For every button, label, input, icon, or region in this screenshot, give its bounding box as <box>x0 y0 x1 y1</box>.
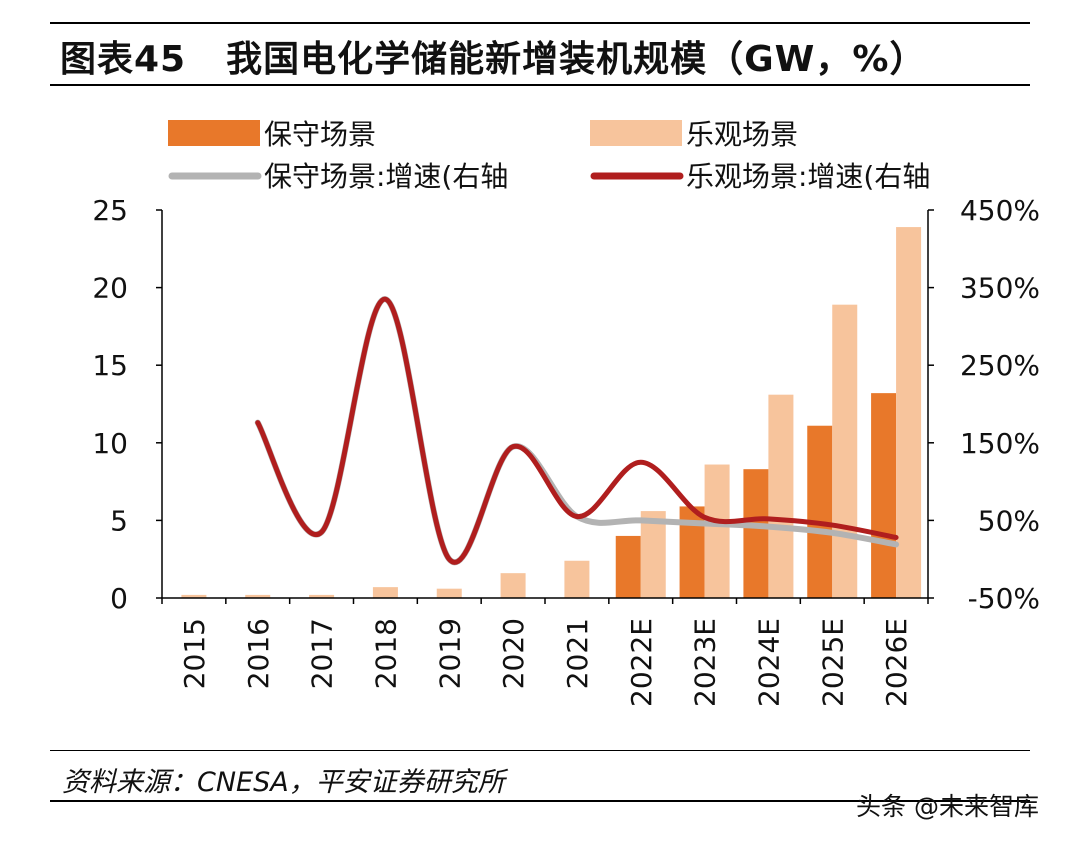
figure-title: 图表45 我国电化学储能新增装机规模（GW，%） <box>60 30 926 82</box>
bar-series <box>181 227 922 598</box>
x-tick-label: 2021 <box>561 618 594 689</box>
bar-optimistic-2017 <box>309 594 335 598</box>
title-rule <box>50 84 1030 86</box>
line-optimistic-growth <box>255 296 899 565</box>
bar-optimistic-2019 <box>436 588 462 598</box>
left-tick-label: 25 <box>92 194 128 227</box>
legend-label-1: 乐观场景 <box>686 118 798 151</box>
bar-optimistic-2018 <box>372 587 398 598</box>
source-rule <box>50 750 1030 751</box>
bar-optimistic-2015 <box>181 594 207 598</box>
x-tick-label: 2023E <box>689 618 722 707</box>
legend-swatch-0 <box>168 120 260 146</box>
bar-conservative-2026E <box>871 393 897 598</box>
x-tick-label: 2025E <box>816 618 849 707</box>
right-tick-label: 150% <box>960 427 1040 460</box>
bar-optimistic-2016 <box>245 594 271 598</box>
bar-optimistic-2022E <box>640 511 666 598</box>
x-tick-label: 2024E <box>752 618 785 707</box>
right-tick-label: 350% <box>960 272 1040 305</box>
x-tick-label: 2017 <box>306 618 339 689</box>
bar-optimistic-2026E <box>896 227 922 598</box>
bar-optimistic-2021 <box>564 560 590 598</box>
right-tick-label: 250% <box>960 349 1040 382</box>
bar-optimistic-2025E <box>832 304 858 598</box>
legend-label-2: 保守场景:增速(右轴 <box>264 160 508 193</box>
bar-optimistic-2023E <box>704 464 730 598</box>
left-tick-label: 10 <box>92 427 128 460</box>
x-tick-label: 2020 <box>497 618 530 689</box>
bar-conservative-2024E <box>743 469 769 598</box>
left-tick-label: 0 <box>110 582 128 615</box>
x-tick-label: 2019 <box>433 618 466 689</box>
left-tick-label: 5 <box>110 504 128 537</box>
x-tick-label: 2022E <box>625 618 658 707</box>
bar-optimistic-2024E <box>768 394 794 598</box>
right-tick-label: -50% <box>968 582 1040 615</box>
figure-number: 图表45 <box>60 39 187 80</box>
figure-title-text: 我国电化学储能新增装机规模（GW，%） <box>226 39 927 80</box>
right-tick-label: 50% <box>978 504 1040 537</box>
x-tick-label: 2015 <box>178 618 211 689</box>
left-tick-label: 15 <box>92 349 128 382</box>
x-tick-label: 2018 <box>369 618 402 689</box>
x-tick-label: 2016 <box>242 618 275 689</box>
legend-label-3: 乐观场景:增速(右轴 <box>686 160 930 193</box>
axes: 0 5 10 15 20 25 -50% 50% 150% 250% 350% 450% 2015 201… <box>92 194 1040 707</box>
line-series <box>254 296 900 566</box>
left-tick-label: 20 <box>92 272 128 305</box>
bar-optimistic-2020 <box>500 573 526 598</box>
top-rule <box>50 22 1030 24</box>
bottom-rule <box>50 800 1030 802</box>
bar-conservative-2022E <box>615 535 641 598</box>
legend-label-0: 保守场景 <box>264 118 376 151</box>
right-tick-label: 450% <box>960 194 1040 227</box>
x-tick-label: 2026E <box>880 618 913 707</box>
legend-swatch-1 <box>590 120 682 146</box>
watermark: 头条 @未来智库 <box>856 792 1039 821</box>
source-note: 资料来源：CNESA，平安证券研究所 <box>62 767 505 798</box>
bar-conservative-2025E <box>807 425 833 598</box>
